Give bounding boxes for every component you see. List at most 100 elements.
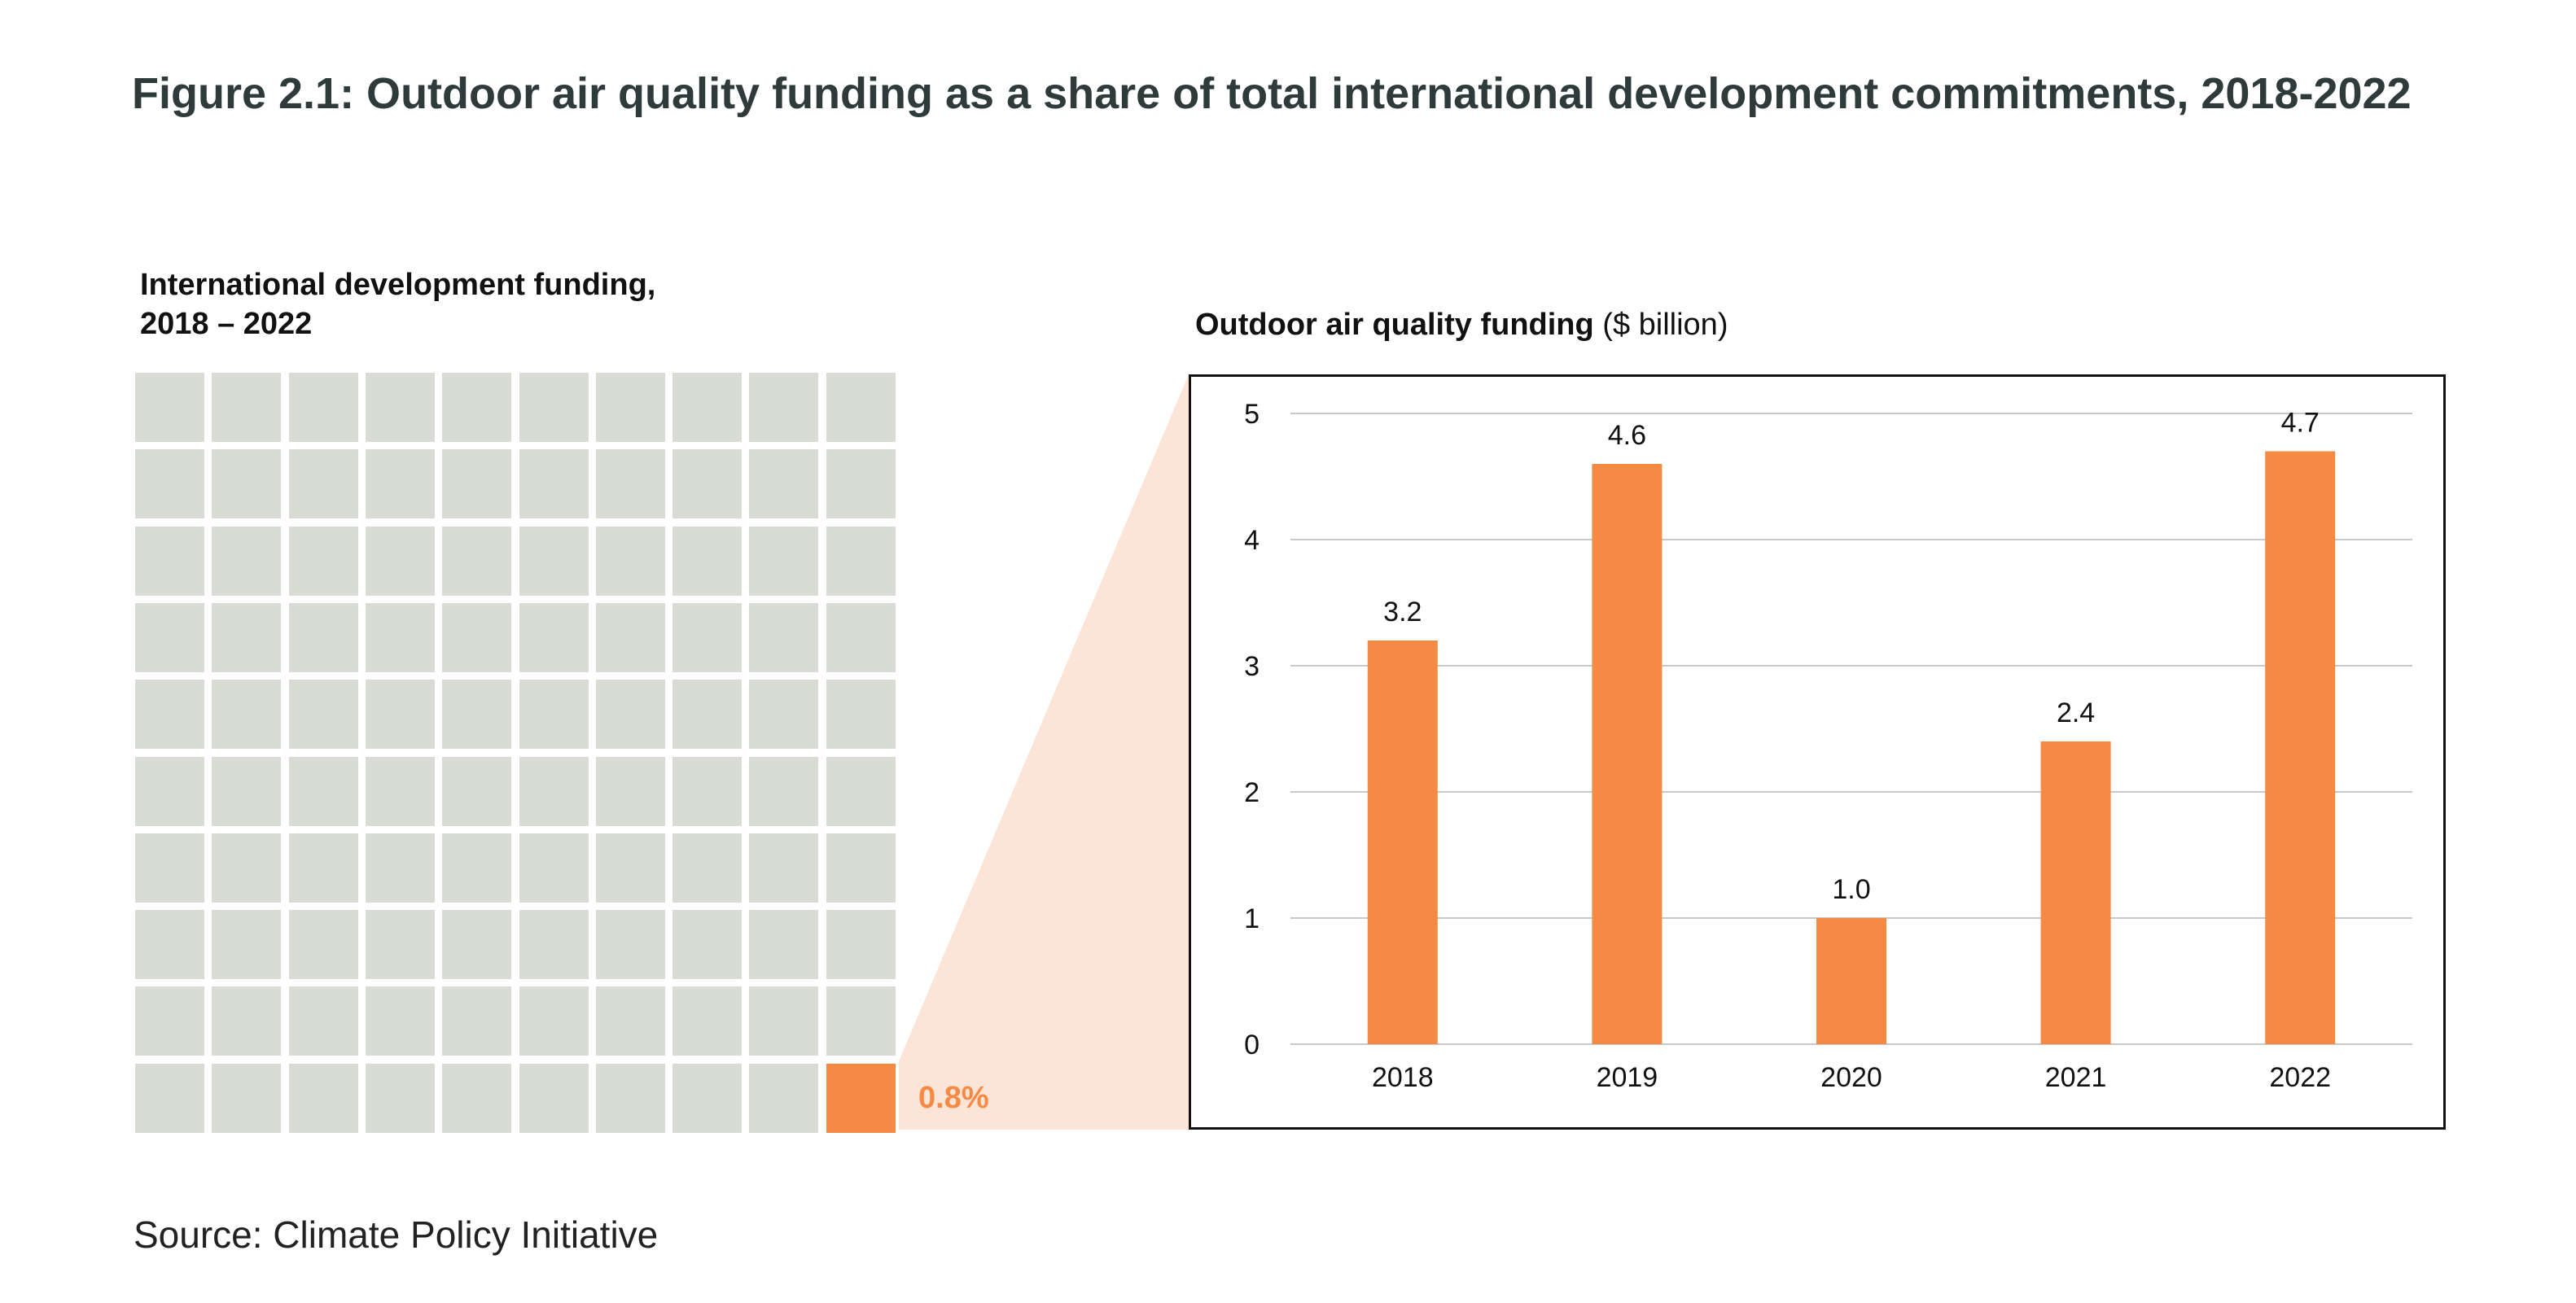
y-tick-label: 0 bbox=[1244, 1030, 1260, 1060]
waffle-cell bbox=[826, 449, 896, 519]
waffle-cell bbox=[135, 910, 204, 980]
waffle-cell bbox=[595, 986, 665, 1056]
waffle-cell bbox=[365, 1063, 435, 1133]
waffle-cell bbox=[749, 449, 819, 519]
waffle-cell bbox=[595, 602, 665, 672]
waffle-cell bbox=[672, 373, 743, 442]
waffle-cell bbox=[212, 680, 282, 750]
waffle-cell bbox=[442, 1063, 512, 1133]
data-label: 2.4 bbox=[2057, 697, 2095, 728]
waffle-cell bbox=[365, 602, 435, 672]
waffle-cell bbox=[442, 373, 512, 442]
waffle-cell bbox=[749, 833, 819, 903]
waffle-cell bbox=[212, 1063, 282, 1133]
waffle-cell bbox=[826, 756, 896, 826]
waffle-cell bbox=[442, 602, 512, 672]
waffle-cell bbox=[826, 910, 896, 980]
chart-heading: Outdoor air quality funding ($ billion) bbox=[1195, 305, 1728, 344]
waffle-cell bbox=[672, 986, 743, 1056]
waffle-cell bbox=[288, 1063, 358, 1133]
waffle-cell bbox=[519, 910, 589, 980]
waffle-cell bbox=[135, 373, 204, 442]
waffle-cell bbox=[672, 449, 743, 519]
waffle-cell bbox=[135, 602, 204, 672]
waffle-cell bbox=[595, 373, 665, 442]
waffle-cell bbox=[212, 449, 282, 519]
waffle-cell bbox=[135, 986, 204, 1056]
waffle-cell bbox=[826, 526, 896, 596]
waffle-cell bbox=[672, 602, 743, 672]
waffle-cell bbox=[826, 373, 896, 442]
waffle-cell bbox=[672, 756, 743, 826]
waffle-cell bbox=[749, 910, 819, 980]
data-label: 3.2 bbox=[1383, 597, 1422, 627]
waffle-cell bbox=[365, 910, 435, 980]
waffle-cell bbox=[288, 756, 358, 826]
waffle-cell bbox=[135, 833, 204, 903]
chart-heading-unit: ($ billion) bbox=[1602, 308, 1728, 342]
waffle-cell-highlight bbox=[826, 1063, 896, 1133]
x-tick-label: 2018 bbox=[1372, 1062, 1434, 1093]
bar bbox=[1816, 918, 1886, 1044]
waffle-cell bbox=[442, 680, 512, 750]
waffle-cell bbox=[442, 756, 512, 826]
y-tick-label: 2 bbox=[1244, 777, 1260, 808]
waffle-cell bbox=[595, 756, 665, 826]
waffle-cell bbox=[519, 680, 589, 750]
waffle-cell bbox=[749, 602, 819, 672]
waffle-cell bbox=[442, 526, 512, 596]
waffle-grid bbox=[135, 373, 899, 1135]
y-tick-label: 4 bbox=[1244, 525, 1260, 556]
waffle-cell bbox=[826, 680, 896, 750]
bar bbox=[2265, 451, 2336, 1044]
y-tick-label: 1 bbox=[1244, 903, 1260, 934]
x-tick-label: 2021 bbox=[2045, 1062, 2107, 1093]
waffle-cell bbox=[288, 910, 358, 980]
waffle-cell bbox=[749, 680, 819, 750]
x-tick-label: 2020 bbox=[1820, 1062, 1882, 1093]
waffle-title-line2: 2018 – 2022 bbox=[140, 307, 313, 341]
waffle-cell bbox=[672, 910, 743, 980]
chart-heading-title: Outdoor air quality funding bbox=[1195, 308, 1594, 342]
waffle-cell bbox=[442, 833, 512, 903]
source-note: Source: Climate Policy Initiative bbox=[134, 1213, 659, 1256]
waffle-cell bbox=[519, 602, 589, 672]
waffle-cell bbox=[519, 833, 589, 903]
waffle-cell bbox=[826, 986, 896, 1056]
y-tick-label: 3 bbox=[1244, 651, 1260, 682]
waffle-cell bbox=[519, 373, 589, 442]
waffle-cell bbox=[365, 833, 435, 903]
waffle-cell bbox=[519, 1063, 589, 1133]
bar bbox=[2040, 741, 2111, 1044]
waffle-cell bbox=[288, 680, 358, 750]
share-label: 0.8% bbox=[918, 1081, 989, 1115]
waffle-cell bbox=[135, 680, 204, 750]
waffle-cell bbox=[595, 680, 665, 750]
waffle-cell bbox=[365, 680, 435, 750]
waffle-cell bbox=[135, 756, 204, 826]
waffle-cell bbox=[672, 526, 743, 596]
zoom-wedge-shape bbox=[899, 374, 1189, 1130]
waffle-cell bbox=[749, 526, 819, 596]
waffle-cell bbox=[288, 833, 358, 903]
waffle-cell bbox=[212, 373, 282, 442]
waffle-cell bbox=[749, 756, 819, 826]
waffle-title: International development funding, 2018 … bbox=[140, 265, 655, 343]
waffle-cell bbox=[749, 1063, 819, 1133]
waffle-cell bbox=[212, 910, 282, 980]
waffle-cell bbox=[826, 833, 896, 903]
waffle-cell bbox=[288, 986, 358, 1056]
waffle-cell bbox=[135, 449, 204, 519]
waffle-cell bbox=[135, 1063, 204, 1133]
waffle-cell bbox=[672, 833, 743, 903]
waffle-cell bbox=[212, 602, 282, 672]
waffle-cell bbox=[749, 986, 819, 1056]
waffle-cell bbox=[288, 526, 358, 596]
waffle-title-line1: International development funding, bbox=[140, 268, 656, 302]
waffle-cell bbox=[519, 449, 589, 519]
waffle-cell bbox=[212, 986, 282, 1056]
waffle-cell bbox=[288, 602, 358, 672]
y-tick-label: 5 bbox=[1244, 399, 1260, 430]
waffle-cell bbox=[212, 526, 282, 596]
